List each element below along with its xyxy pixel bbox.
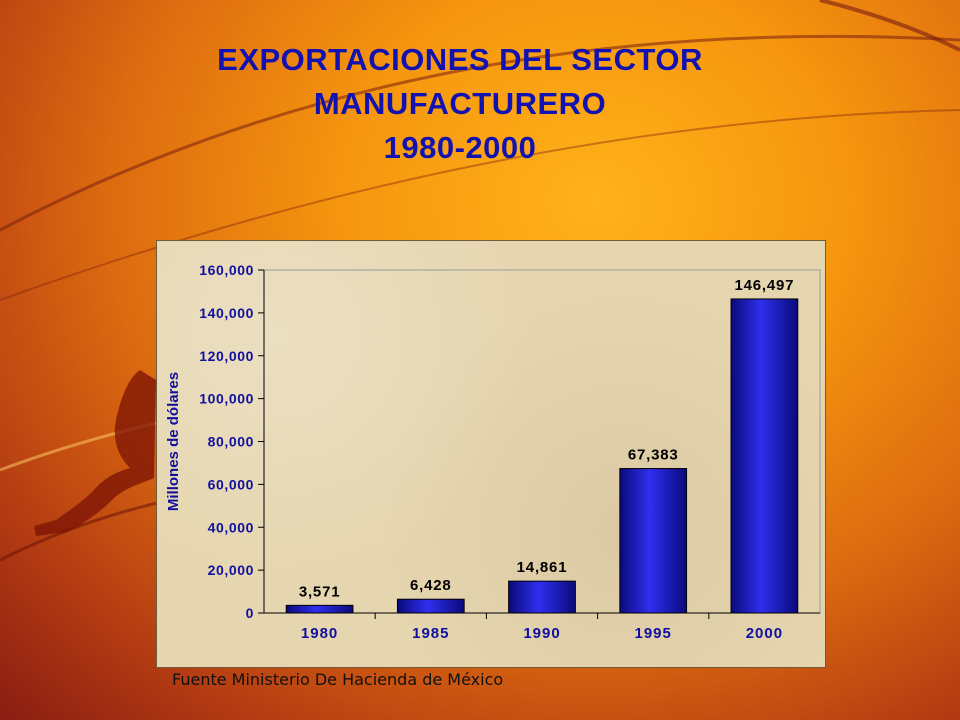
title-line-1: EXPORTACIONES DEL SECTOR	[217, 42, 703, 77]
y-axis-title: Millones de dólares	[165, 372, 182, 511]
title-line-2: MANUFACTURERO	[313, 86, 607, 121]
y-tick-label: 40,000	[208, 519, 254, 535]
runner-silhouette	[34, 370, 156, 536]
chart-area: 0 20,000 40,000 60,000 80,000 100,000 120,000 1…	[156, 240, 826, 668]
x-tick-label-1980: 1980	[301, 625, 338, 642]
x-tick-label-1985: 1985	[412, 625, 449, 642]
data-label-1995: 67,383	[628, 447, 679, 464]
data-label-1985: 6,428	[410, 577, 452, 594]
y-tick-label: 140,000	[199, 305, 254, 321]
y-tick-label: 80,000	[208, 434, 254, 450]
bar-1990	[508, 580, 576, 614]
x-tick-label-1995: 1995	[635, 625, 672, 642]
y-tick-label: 20,000	[208, 562, 254, 578]
x-tick-label-2000: 2000	[746, 625, 783, 642]
bar-2000	[730, 298, 799, 614]
data-label-1990: 14,861	[517, 559, 568, 576]
y-tick-label: 120,000	[199, 348, 254, 364]
y-tick-label: 100,000	[199, 391, 254, 407]
y-tick-label: 160,000	[199, 262, 254, 278]
source-note: Fuente Ministerio De Hacienda de México	[172, 670, 504, 689]
data-label-1980: 3,571	[299, 583, 341, 600]
slide-title: EXPORTACIONES DEL SECTOR MANUFACTURERO 1…	[130, 38, 790, 170]
bar-1980	[285, 604, 354, 614]
y-tick-label: 60,000	[208, 476, 254, 492]
data-label-2000: 146,497	[734, 277, 794, 294]
bar-chart: 0 20,000 40,000 60,000 80,000 100,000 120,000 1…	[165, 262, 821, 642]
title-line-3: 1980-2000	[383, 130, 537, 165]
x-tick-label-1990: 1990	[523, 625, 560, 642]
bar-1985	[396, 598, 465, 614]
bar-1995	[619, 468, 688, 614]
y-tick-label: 0	[246, 605, 254, 621]
